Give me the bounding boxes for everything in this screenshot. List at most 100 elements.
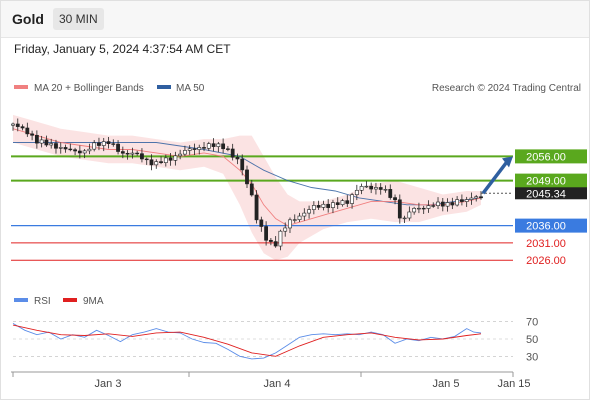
candle xyxy=(187,145,192,155)
candle xyxy=(283,222,288,237)
candle xyxy=(97,137,101,151)
candle-body xyxy=(39,139,44,144)
candle xyxy=(11,122,15,131)
candle-body xyxy=(292,219,297,221)
candle xyxy=(135,150,140,156)
candle-body xyxy=(264,226,269,241)
candle-body xyxy=(359,186,364,191)
candle xyxy=(297,212,302,223)
candle-body xyxy=(393,197,397,201)
candle xyxy=(273,236,278,248)
candle-body xyxy=(421,207,426,210)
candle xyxy=(335,197,340,210)
forecast-arrow-head xyxy=(502,156,513,168)
candle-body xyxy=(459,199,464,202)
candle-body xyxy=(383,189,388,191)
candle xyxy=(225,145,230,152)
candle-body xyxy=(278,230,283,247)
candle xyxy=(149,154,154,171)
candle-body xyxy=(58,147,63,149)
candle xyxy=(120,146,125,159)
candle-body xyxy=(235,156,240,160)
candle xyxy=(240,154,245,176)
candle xyxy=(340,198,345,207)
time-tick-label: Jan 15 xyxy=(497,378,530,390)
candle-body xyxy=(206,143,211,149)
candle xyxy=(288,217,292,234)
candle-body xyxy=(417,207,421,210)
candle xyxy=(436,197,440,209)
candle xyxy=(34,130,39,149)
candle xyxy=(264,221,269,246)
candle-body xyxy=(87,148,92,152)
candle xyxy=(178,149,183,160)
candle-body xyxy=(249,183,254,196)
candle xyxy=(173,151,178,166)
candle-body xyxy=(120,151,125,154)
candle xyxy=(369,182,374,194)
candle-body xyxy=(436,201,440,206)
candle-body xyxy=(178,153,183,157)
candle-body xyxy=(288,219,292,229)
level-tag-2056.00 xyxy=(515,149,587,164)
timeframe-badge[interactable]: 30 MIN xyxy=(53,8,104,30)
candle-body xyxy=(197,147,202,150)
last-price-tag xyxy=(515,187,587,200)
candle xyxy=(216,141,221,153)
last-price-label: 2045.34 xyxy=(526,188,566,200)
candle xyxy=(92,140,97,152)
ma50-legend-label: MA 50 xyxy=(176,83,205,94)
candle-body xyxy=(268,239,273,242)
rsi-panel: 70 50 30 xyxy=(12,317,538,363)
candle-body xyxy=(25,127,30,135)
candle-body xyxy=(455,199,460,206)
candle-body xyxy=(163,157,168,163)
candle-body xyxy=(140,153,144,160)
candle xyxy=(302,208,307,221)
candle xyxy=(464,196,469,207)
candle xyxy=(106,136,111,149)
candle xyxy=(426,200,431,213)
candle-body xyxy=(426,205,431,209)
candle xyxy=(206,141,211,151)
candle-body xyxy=(273,241,278,247)
candle-body xyxy=(345,200,350,204)
candle xyxy=(25,122,30,137)
candle-body xyxy=(240,158,245,171)
candle-body xyxy=(54,143,58,149)
candle xyxy=(445,198,450,212)
candle xyxy=(412,206,417,215)
candle xyxy=(49,138,54,149)
candle-body xyxy=(101,141,106,146)
candle-body xyxy=(364,185,369,188)
candle xyxy=(235,153,240,165)
candle xyxy=(459,194,464,206)
candle-body xyxy=(211,143,216,147)
candle xyxy=(101,137,106,152)
time-tick-label: Jan 4 xyxy=(264,378,291,390)
candle xyxy=(130,147,135,159)
candle-body xyxy=(479,196,483,199)
candle xyxy=(168,152,173,166)
candle-body xyxy=(34,134,39,144)
candle-body xyxy=(173,155,178,161)
header-bar: Gold 30 MIN xyxy=(1,1,589,38)
candle xyxy=(321,200,326,211)
candle xyxy=(402,215,407,223)
candle xyxy=(58,142,63,154)
candle-body xyxy=(397,199,402,219)
rsi-legend-swatch xyxy=(14,298,28,302)
level-tag-2049.00 xyxy=(515,173,587,188)
candle-body xyxy=(311,205,316,210)
candle-body xyxy=(335,202,340,206)
candle xyxy=(397,194,402,224)
candle xyxy=(154,159,159,169)
candle-body xyxy=(149,159,154,166)
candle-body xyxy=(154,161,159,166)
candle xyxy=(374,182,378,195)
candle-body xyxy=(450,202,455,206)
candle-body xyxy=(331,202,335,208)
candle-body xyxy=(221,143,226,150)
candle-body xyxy=(159,161,163,163)
candle xyxy=(383,185,388,193)
